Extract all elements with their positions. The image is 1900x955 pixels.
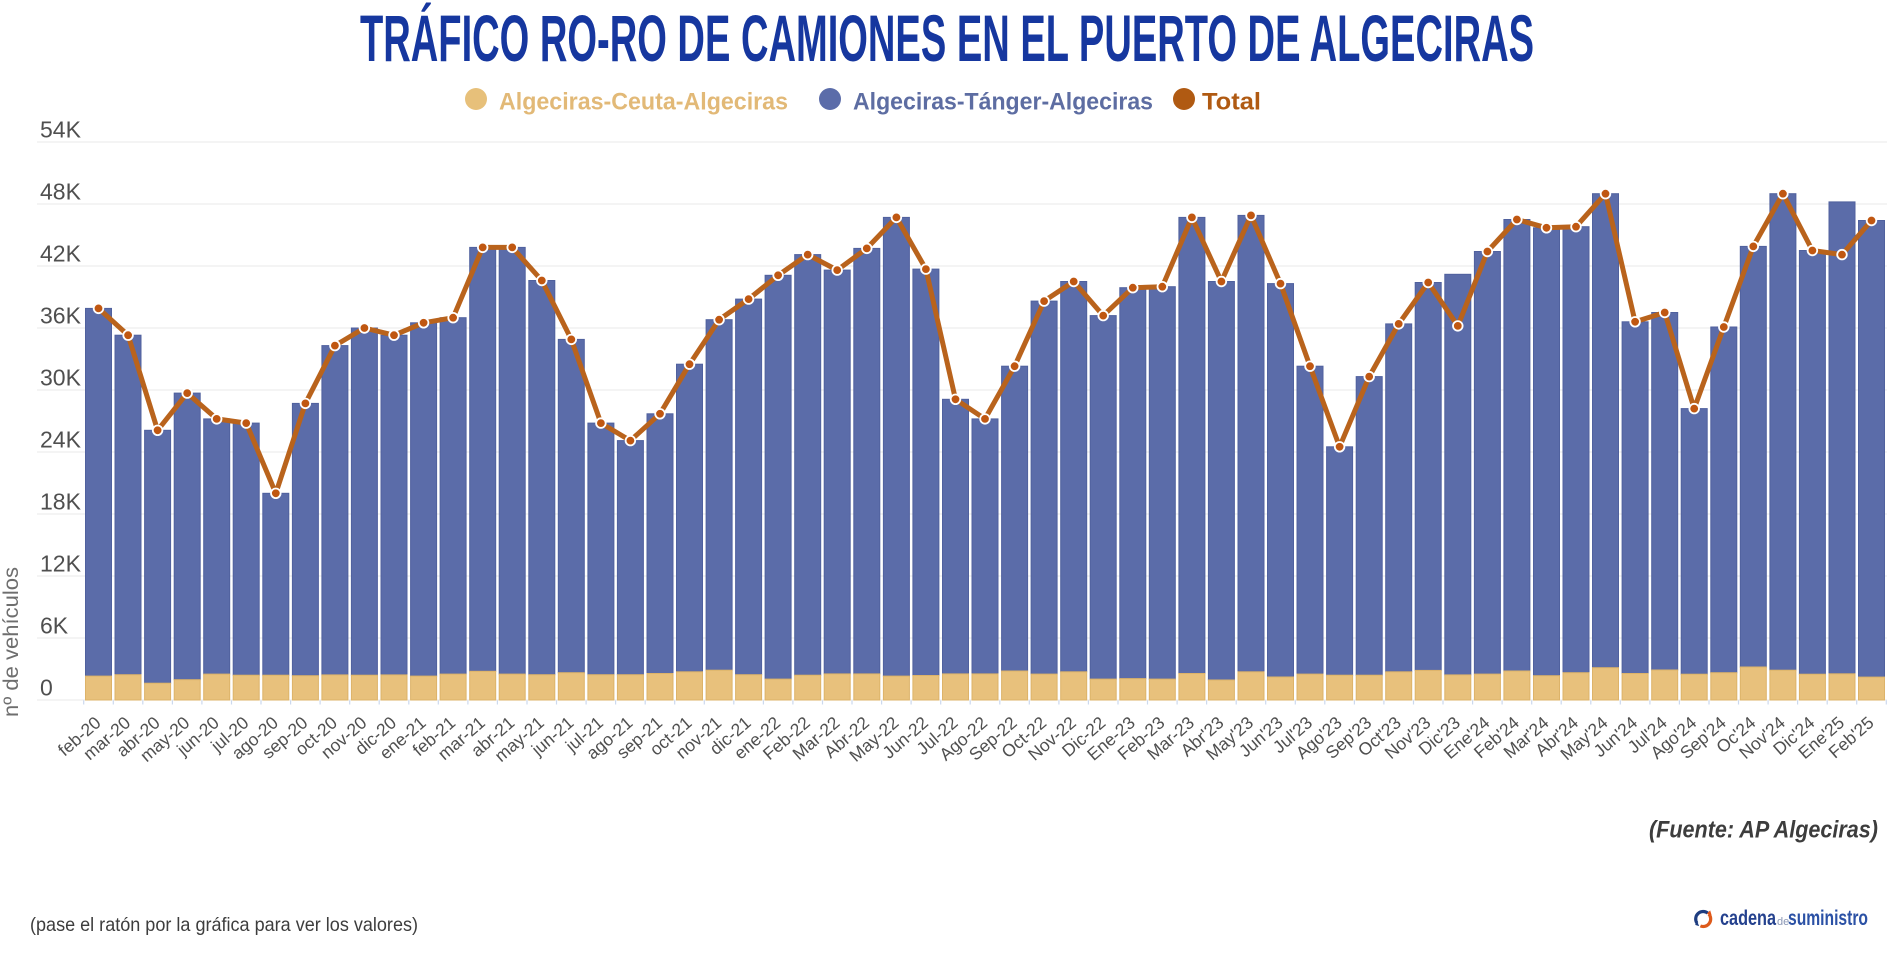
svg-text:48K: 48K (40, 179, 82, 205)
svg-text:(Fuente: AP Algeciras): (Fuente: AP Algeciras) (1649, 817, 1878, 844)
svg-text:de: de (1777, 916, 1789, 928)
svg-text:cadena: cadena (1720, 907, 1776, 930)
svg-text:30K: 30K (40, 365, 82, 391)
svg-text:18K: 18K (40, 489, 82, 515)
svg-text:36K: 36K (40, 303, 82, 329)
svg-text:TRÁFICO RO-RO DE CAMIONES EN E: TRÁFICO RO-RO DE CAMIONES EN EL PUERTO D… (360, 1, 1534, 75)
svg-text:12K: 12K (40, 551, 82, 577)
svg-text:54K: 54K (40, 117, 82, 143)
svg-text:Algeciras-Ceuta-Algeciras: Algeciras-Ceuta-Algeciras (499, 89, 788, 116)
svg-text:nº de vehículos: nº de vehículos (0, 567, 23, 717)
svg-text:42K: 42K (40, 241, 82, 267)
svg-text:0: 0 (40, 675, 53, 701)
svg-text:Total: Total (1202, 89, 1261, 116)
svg-text:suministro: suministro (1788, 907, 1868, 930)
svg-text:6K: 6K (40, 613, 69, 639)
svg-text:Algeciras-Tánger-Algeciras: Algeciras-Tánger-Algeciras (853, 89, 1153, 116)
svg-text:24K: 24K (40, 427, 82, 453)
svg-text:(pase el ratón por la gráfica: (pase el ratón por la gráfica para ver l… (30, 914, 418, 936)
